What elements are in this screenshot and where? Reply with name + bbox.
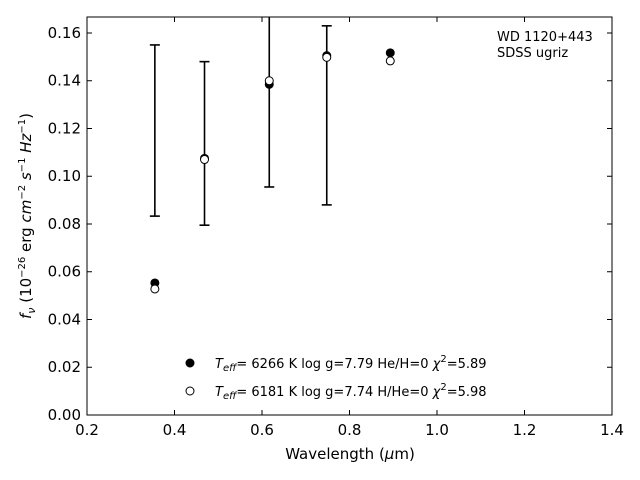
legend-entry-text: Teff= 6266 K log g=7.79 He/H=0 χ2=5.89 (215, 354, 487, 374)
x-tick-label: 0.8 (338, 421, 362, 439)
legend-entry-text: Teff= 6181 K log g=7.74 H/He=0 χ2=5.98 (215, 382, 487, 402)
y-tick-label: 0.00 (48, 406, 81, 424)
x-tick-label: 0.4 (163, 421, 187, 439)
y-tick-label: 0.08 (48, 215, 81, 233)
legend-marker (185, 358, 195, 368)
y-tick-label: 0.12 (48, 119, 81, 137)
axis-ticks: 0.2 0.4 0.6 0.8 1.0 1.2 1.4 0.00 0.02 0.04 0.06 0.0… (48, 17, 624, 439)
annotation-survey-name: SDSS ugriz (497, 46, 568, 61)
y-axis-label: fν (10−26 erg cm−2 s−1 Hz−1) (17, 113, 38, 319)
y-tick-label: 0.16 (48, 24, 81, 42)
y-tick-label: 0.02 (48, 358, 81, 376)
y-tick-label: 0.14 (48, 72, 81, 90)
model-point-open (322, 52, 332, 62)
error-bars (149, 17, 332, 226)
model-point-open (150, 284, 160, 294)
y-tick-label: 0.04 (48, 310, 81, 328)
y-tick-label: 0.06 (48, 263, 81, 281)
x-axis-label: Wavelength (μm) (285, 445, 415, 463)
x-tick-label: 0.6 (250, 421, 274, 439)
legend-marker (185, 386, 195, 396)
model-point-filled (385, 48, 395, 58)
y-tick-label: 0.10 (48, 167, 81, 185)
plot-frame (86, 16, 613, 416)
annotation-object-name: WD 1120+443 (497, 30, 593, 45)
model-point-open (385, 56, 395, 66)
legend: Teff= 6266 K log g=7.79 He/H=0 χ2=5.89 Te… (185, 354, 487, 402)
model-point-open (200, 155, 210, 165)
data-points (150, 48, 395, 294)
x-tick-label: 0.2 (75, 421, 99, 439)
x-tick-label: 1.2 (513, 421, 537, 439)
model-point-open (264, 76, 274, 86)
x-tick-label: 1.4 (600, 421, 624, 439)
x-tick-label: 1.0 (425, 421, 449, 439)
